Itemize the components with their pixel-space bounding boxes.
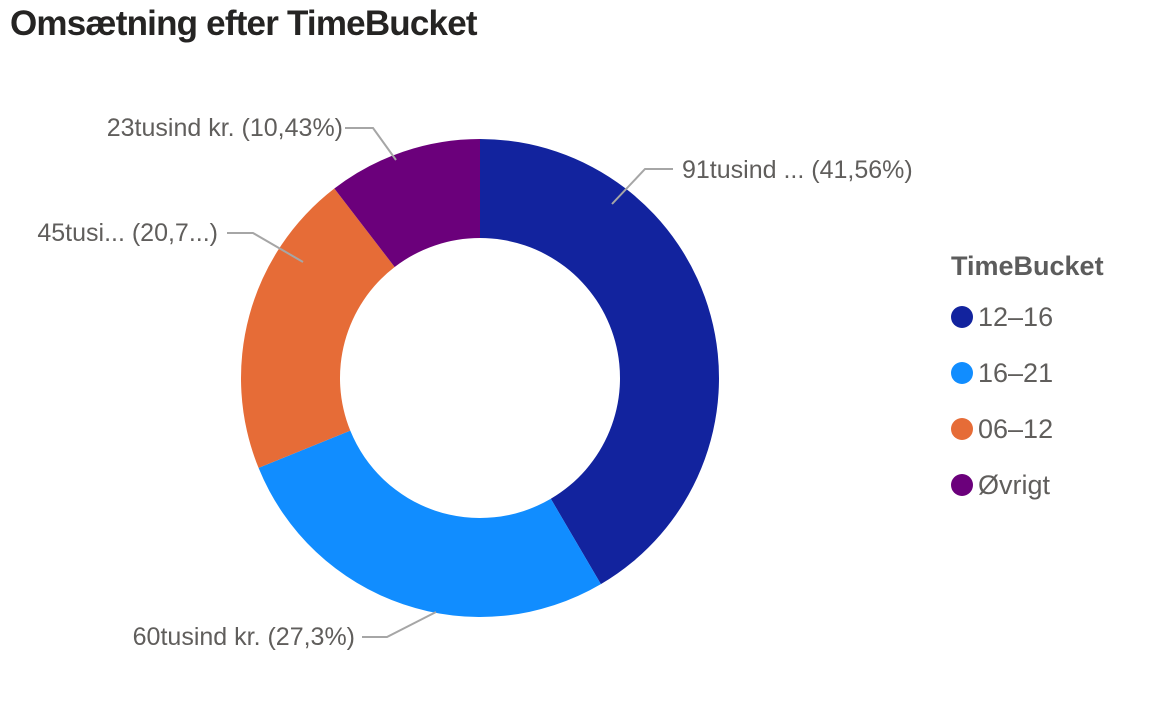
callout-label-16-21: 60tusind kr. (27,3%)	[132, 623, 355, 651]
legend-item-06-12[interactable]: 06–12	[951, 401, 1151, 457]
legend-dot-06-12	[951, 418, 973, 440]
donut-slice-Øvrigt[interactable]	[334, 139, 480, 268]
legend-dot-16-21	[951, 362, 973, 384]
donut-slices	[241, 139, 719, 617]
callout-label-06-12: 45tusi... (20,7...)	[37, 219, 218, 247]
legend-item-label: Øvrigt	[978, 469, 1051, 500]
donut-slice-06-12[interactable]	[241, 188, 395, 468]
donut-slice-16-21[interactable]	[258, 430, 601, 617]
legend-item-label: 12–16	[978, 301, 1054, 332]
legend-dot-12-16	[951, 306, 973, 328]
leader-line-16-21	[362, 611, 437, 638]
callout-label-12-16: 91tusind ... (41,56%)	[682, 156, 913, 184]
legend-title: TimeBucket	[951, 251, 1104, 281]
legend-item-12-16[interactable]: 12–16	[951, 289, 1151, 345]
leader-line-06-12	[227, 232, 304, 263]
legend-item-ovrigt[interactable]: Øvrigt	[951, 457, 1151, 513]
legend-item-16-21[interactable]: 16–21	[951, 345, 1151, 401]
legend-item-label: 16–21	[978, 357, 1054, 388]
legend-dot-ovrigt	[951, 474, 973, 496]
legend: TimeBucket 12–16 16–21 06–12 Øvrigt	[951, 249, 1151, 513]
chart-title: Omsætning efter TimeBucket	[10, 4, 478, 43]
legend-item-label: 06–12	[978, 413, 1054, 444]
leader-line-12-16	[611, 168, 673, 205]
callout-label-ovrigt: 23tusind kr. (10,43%)	[106, 114, 343, 142]
leader-line-ovrigt	[345, 127, 397, 161]
donut-slice-12-16[interactable]	[480, 139, 719, 585]
